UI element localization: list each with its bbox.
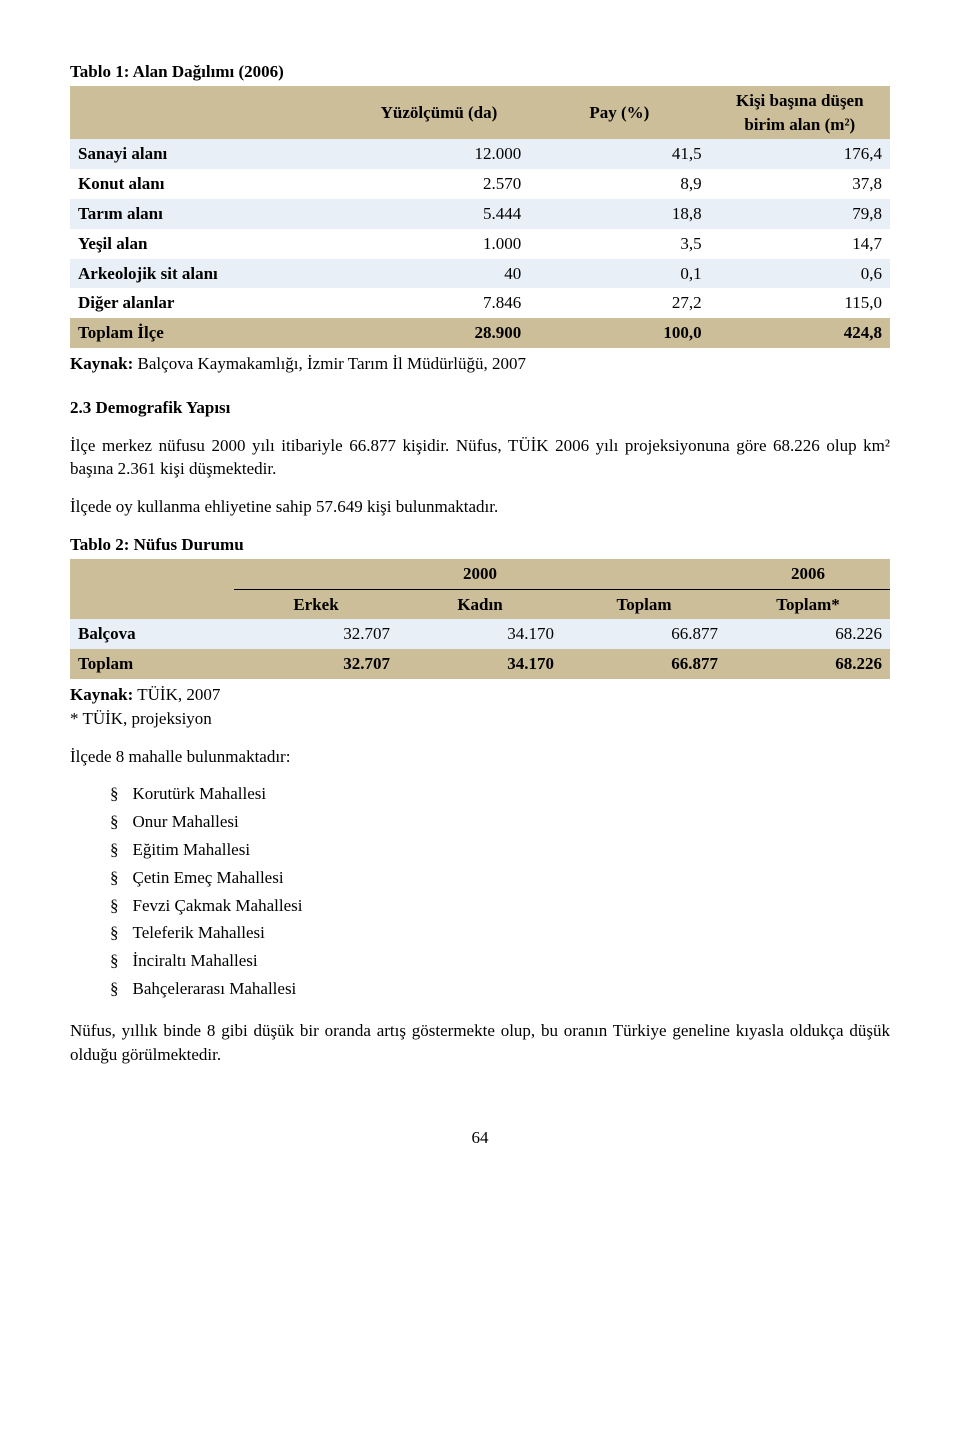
row-value: 32.707 xyxy=(234,619,398,649)
list-item: Korutürk Mahallesi xyxy=(110,782,890,806)
table-row: Konut alanı2.5708,937,8 xyxy=(70,169,890,199)
table1: Yüzölçümü (da) Pay (%) Kişi başına düşen… xyxy=(70,86,890,348)
row-label: Arkeolojik sit alanı xyxy=(70,259,349,289)
table2-col-erkek: Erkek xyxy=(234,589,398,619)
table2-group-2006: 2006 xyxy=(726,559,890,589)
table-row: Yeşil alan1.0003,514,7 xyxy=(70,229,890,259)
row-value: 115,0 xyxy=(710,288,890,318)
table2-source-text: TÜİK, 2007 xyxy=(137,685,220,704)
table-row: Tarım alanı5.44418,879,8 xyxy=(70,199,890,229)
list-item: Fevzi Çakmak Mahallesi xyxy=(110,894,890,918)
section-23-p2: İlçede oy kullanma ehliyetine sahip 57.6… xyxy=(70,495,890,519)
row-value: 79,8 xyxy=(710,199,890,229)
table-total-row: Toplam İlçe28.900100,0424,8 xyxy=(70,318,890,348)
row-label: Sanayi alanı xyxy=(70,139,349,169)
row-value: 68.226 xyxy=(726,619,890,649)
row-label: Balçova xyxy=(70,619,234,649)
row-value: 3,5 xyxy=(529,229,709,259)
table2-group-2000: 2000 xyxy=(234,559,726,589)
row-value: 40 xyxy=(349,259,529,289)
list-item: Onur Mahallesi xyxy=(110,810,890,834)
table1-header-row: Yüzölçümü (da) Pay (%) Kişi başına düşen… xyxy=(70,86,890,140)
table-row: Balçova32.70734.17066.87768.226 xyxy=(70,619,890,649)
table2-note: * TÜİK, projeksiyon xyxy=(70,709,212,728)
row-value: 12.000 xyxy=(349,139,529,169)
list-item: Eğitim Mahallesi xyxy=(110,838,890,862)
row-label: Konut alanı xyxy=(70,169,349,199)
table1-title: Tablo 1: Alan Dağılımı (2006) xyxy=(70,60,890,84)
row-value: 176,4 xyxy=(710,139,890,169)
table-row: Sanayi alanı12.00041,5176,4 xyxy=(70,139,890,169)
mahalle-intro: İlçede 8 mahalle bulunmaktadır: xyxy=(70,745,890,769)
list-item: Teleferik Mahallesi xyxy=(110,921,890,945)
list-item: Bahçelerarası Mahallesi xyxy=(110,977,890,1001)
page-number: 64 xyxy=(70,1126,890,1150)
row-label: Diğer alanlar xyxy=(70,288,349,318)
row-value: 18,8 xyxy=(529,199,709,229)
table1-col2: Pay (%) xyxy=(529,86,709,140)
row-value: 28.900 xyxy=(349,318,529,348)
table2-title: Tablo 2: Nüfus Durumu xyxy=(70,533,890,557)
list-item: İnciraltı Mahallesi xyxy=(110,949,890,973)
row-label: Toplam xyxy=(70,649,234,679)
row-value: 0,6 xyxy=(710,259,890,289)
row-value: 100,0 xyxy=(529,318,709,348)
list-item: Çetin Emeç Mahallesi xyxy=(110,866,890,890)
row-label: Yeşil alan xyxy=(70,229,349,259)
row-label: Tarım alanı xyxy=(70,199,349,229)
row-value: 68.226 xyxy=(726,649,890,679)
row-value: 424,8 xyxy=(710,318,890,348)
table2-col-toplam: Toplam xyxy=(562,589,726,619)
row-value: 27,2 xyxy=(529,288,709,318)
table1-col3: Kişi başına düşen birim alan (m²) xyxy=(710,86,890,140)
row-value: 7.846 xyxy=(349,288,529,318)
table2-header-row1: 2000 2006 xyxy=(70,559,890,589)
row-value: 32.707 xyxy=(234,649,398,679)
table2-col-toplam2: Toplam* xyxy=(726,589,890,619)
table2-source: Kaynak: TÜİK, 2007 * TÜİK, projeksiyon xyxy=(70,683,890,731)
table-row: Diğer alanlar7.84627,2115,0 xyxy=(70,288,890,318)
row-label: Toplam İlçe xyxy=(70,318,349,348)
table1-col1: Yüzölçümü (da) xyxy=(349,86,529,140)
section-23-title: 2.3 Demografik Yapısı xyxy=(70,396,890,420)
table1-source: Kaynak: Balçova Kaymakamlığı, İzmir Tarı… xyxy=(70,352,890,376)
row-value: 37,8 xyxy=(710,169,890,199)
table2: 2000 2006 Erkek Kadın Toplam Toplam* Bal… xyxy=(70,559,890,679)
row-value: 1.000 xyxy=(349,229,529,259)
table2-source-label: Kaynak: xyxy=(70,685,133,704)
row-value: 34.170 xyxy=(398,619,562,649)
section-23-p1: İlçe merkez nüfusu 2000 yılı itibariyle … xyxy=(70,434,890,482)
row-value: 2.570 xyxy=(349,169,529,199)
row-value: 0,1 xyxy=(529,259,709,289)
row-value: 34.170 xyxy=(398,649,562,679)
table2-col-kadin: Kadın xyxy=(398,589,562,619)
table1-source-text: Balçova Kaymakamlığı, İzmir Tarım İl Müd… xyxy=(138,354,526,373)
table1-source-label: Kaynak: xyxy=(70,354,133,373)
row-value: 8,9 xyxy=(529,169,709,199)
table-row: Arkeolojik sit alanı400,10,6 xyxy=(70,259,890,289)
mahalle-list: Korutürk Mahallesi Onur Mahallesi Eğitim M… xyxy=(110,782,890,1000)
row-value: 66.877 xyxy=(562,649,726,679)
closing-paragraph: Nüfus, yıllık binde 8 gibi düşük bir ora… xyxy=(70,1019,890,1067)
row-value: 5.444 xyxy=(349,199,529,229)
table-total-row: Toplam32.70734.17066.87768.226 xyxy=(70,649,890,679)
row-value: 41,5 xyxy=(529,139,709,169)
row-value: 14,7 xyxy=(710,229,890,259)
row-value: 66.877 xyxy=(562,619,726,649)
